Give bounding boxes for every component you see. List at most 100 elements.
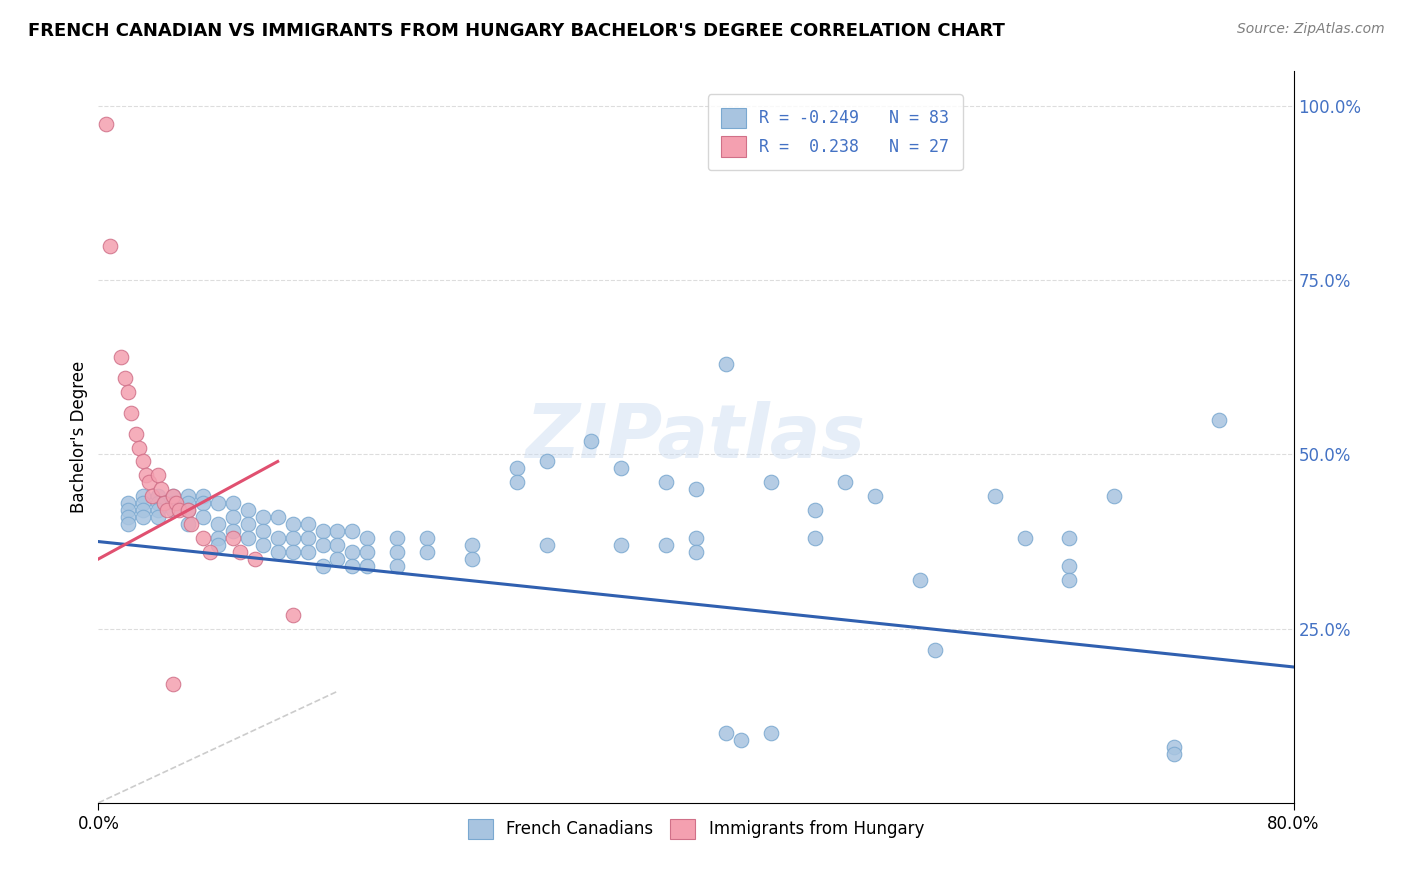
Point	[132, 503, 155, 517]
Point	[536, 538, 558, 552]
Point	[132, 454, 155, 468]
Point	[1163, 740, 1185, 755]
Legend: French Canadians, Immigrants from Hungary: French Canadians, Immigrants from Hungar…	[461, 812, 931, 846]
Text: FRENCH CANADIAN VS IMMIGRANTS FROM HUNGARY BACHELOR'S DEGREE CORRELATION CHART: FRENCH CANADIAN VS IMMIGRANTS FROM HUNGA…	[28, 22, 1005, 40]
Point	[924, 642, 946, 657]
Point	[461, 552, 484, 566]
Point	[252, 510, 274, 524]
Point	[125, 426, 148, 441]
Point	[356, 531, 378, 545]
Point	[180, 517, 202, 532]
Point	[326, 552, 349, 566]
Point	[207, 538, 229, 552]
Point	[1059, 531, 1081, 545]
Point	[162, 503, 184, 517]
Point	[236, 531, 259, 545]
Y-axis label: Bachelor's Degree: Bachelor's Degree	[70, 361, 89, 513]
Point	[267, 545, 290, 559]
Point	[132, 496, 155, 510]
Point	[865, 489, 887, 503]
Point	[177, 517, 200, 532]
Point	[536, 454, 558, 468]
Point	[207, 496, 229, 510]
Point	[229, 545, 252, 559]
Point	[326, 538, 349, 552]
Point	[1059, 558, 1081, 573]
Point	[385, 558, 409, 573]
Point	[385, 545, 409, 559]
Point	[252, 538, 274, 552]
Point	[685, 483, 707, 497]
Point	[236, 503, 259, 517]
Point	[177, 503, 200, 517]
Point	[804, 503, 827, 517]
Point	[191, 510, 214, 524]
Point	[461, 538, 484, 552]
Point	[222, 496, 245, 510]
Point	[297, 517, 319, 532]
Point	[94, 117, 117, 131]
Point	[191, 531, 214, 545]
Point	[281, 517, 304, 532]
Point	[685, 531, 707, 545]
Point	[128, 441, 150, 455]
Point	[759, 475, 782, 490]
Point	[1104, 489, 1126, 503]
Point	[148, 496, 170, 510]
Point	[245, 552, 267, 566]
Text: Source: ZipAtlas.com: Source: ZipAtlas.com	[1237, 22, 1385, 37]
Point	[117, 503, 139, 517]
Point	[162, 496, 184, 510]
Point	[162, 489, 184, 503]
Point	[222, 510, 245, 524]
Point	[730, 733, 752, 747]
Point	[148, 489, 170, 503]
Point	[141, 489, 163, 503]
Point	[135, 468, 157, 483]
Point	[984, 489, 1007, 503]
Point	[132, 510, 155, 524]
Point	[117, 496, 139, 510]
Text: ZIPatlas: ZIPatlas	[526, 401, 866, 474]
Point	[506, 475, 529, 490]
Point	[165, 496, 187, 510]
Point	[236, 517, 259, 532]
Point	[610, 538, 633, 552]
Point	[191, 489, 214, 503]
Point	[120, 406, 142, 420]
Point	[200, 545, 222, 559]
Point	[804, 531, 827, 545]
Point	[416, 531, 439, 545]
Point	[356, 545, 378, 559]
Point	[98, 238, 122, 252]
Point	[655, 475, 678, 490]
Point	[610, 461, 633, 475]
Point	[117, 510, 139, 524]
Point	[162, 677, 184, 691]
Point	[177, 496, 200, 510]
Point	[132, 489, 155, 503]
Point	[311, 538, 333, 552]
Point	[117, 517, 139, 532]
Point	[148, 503, 170, 517]
Point	[311, 524, 333, 538]
Point	[153, 496, 176, 510]
Point	[191, 496, 214, 510]
Point	[114, 371, 136, 385]
Point	[1208, 412, 1230, 426]
Point	[714, 357, 737, 371]
Point	[267, 531, 290, 545]
Point	[311, 558, 333, 573]
Point	[281, 531, 304, 545]
Point	[162, 489, 184, 503]
Point	[156, 503, 179, 517]
Point	[252, 524, 274, 538]
Point	[150, 483, 173, 497]
Point	[326, 524, 349, 538]
Point	[655, 538, 678, 552]
Point	[385, 531, 409, 545]
Point	[117, 384, 139, 399]
Point	[207, 517, 229, 532]
Point	[281, 607, 304, 622]
Point	[1014, 531, 1036, 545]
